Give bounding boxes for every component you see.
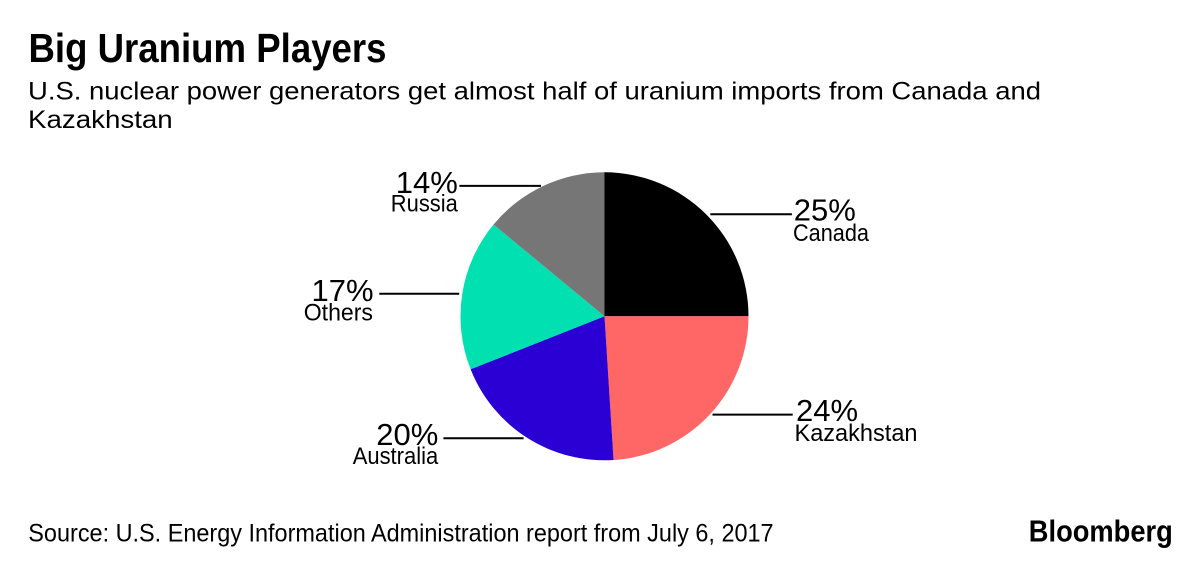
svg-text:24%: 24% — [796, 393, 858, 428]
svg-text:Australia: Australia — [353, 443, 439, 470]
svg-text:Bloomberg: Bloomberg — [1029, 514, 1173, 549]
svg-text:25%: 25% — [794, 193, 856, 228]
svg-text:Kazakhstan: Kazakhstan — [795, 420, 918, 447]
svg-text:Kazakhstan: Kazakhstan — [28, 106, 173, 134]
svg-text:Big Uranium Players: Big Uranium Players — [29, 25, 387, 71]
svg-text:17%: 17% — [312, 273, 374, 308]
svg-text:Others: Others — [304, 300, 373, 327]
svg-text:U.S. nuclear power generators: U.S. nuclear power generators get almost… — [28, 77, 1041, 105]
svg-text:Russia: Russia — [391, 191, 459, 218]
svg-text:20%: 20% — [376, 417, 438, 452]
svg-text:Source: U.S. Energy Informatio: Source: U.S. Energy Information Administ… — [28, 520, 773, 548]
svg-text:14%: 14% — [396, 165, 458, 200]
svg-text:Canada: Canada — [793, 220, 870, 247]
